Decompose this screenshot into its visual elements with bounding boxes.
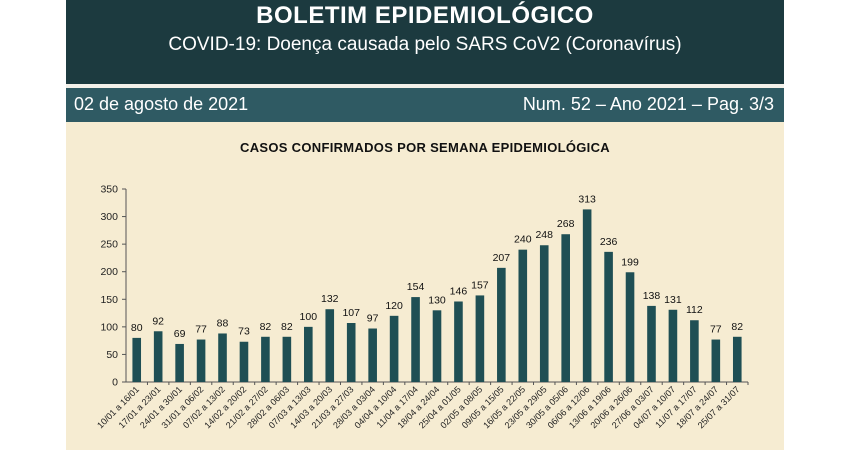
bar (261, 336, 270, 382)
bar (432, 310, 442, 382)
bar (625, 272, 635, 382)
bar (539, 245, 549, 382)
data-label: 82 (281, 321, 293, 333)
data-label: 131 (664, 294, 682, 306)
data-label: 132 (321, 293, 339, 305)
y-tick-label: 300 (100, 211, 118, 223)
data-label: 88 (217, 317, 229, 329)
data-label: 100 (300, 311, 318, 323)
bar (389, 315, 399, 382)
chart-title: CASOS CONFIRMADOS POR SEMANA EPIDEMIOLÓG… (240, 140, 610, 155)
y-tick-label: 250 (100, 239, 118, 251)
bar (668, 309, 678, 382)
data-label: 120 (385, 300, 403, 312)
bar (711, 339, 721, 382)
y-tick-label: 100 (100, 321, 118, 333)
bar (475, 295, 485, 382)
data-label: 82 (260, 321, 272, 333)
header-divider (66, 84, 784, 88)
bar (346, 322, 356, 382)
data-label: 199 (621, 256, 639, 268)
data-label: 92 (152, 315, 164, 327)
info-bar: 02 de agosto de 2021 Num. 52 – Ano 2021 … (66, 88, 784, 122)
y-tick-label: 0 (112, 377, 118, 389)
data-label: 77 (710, 324, 722, 336)
bar (732, 336, 742, 382)
bar (153, 331, 163, 382)
y-tick-label: 350 (100, 184, 118, 196)
bulletin-subtitle: COVID-19: Doença causada pelo SARS CoV2 … (168, 34, 682, 55)
bar (175, 343, 184, 382)
bar (239, 341, 249, 382)
data-label: 77 (195, 324, 207, 336)
data-label: 138 (643, 290, 661, 302)
bar (497, 267, 506, 382)
data-label: 154 (407, 281, 425, 293)
data-label: 207 (493, 252, 511, 264)
bar (218, 333, 227, 382)
data-label: 146 (450, 285, 468, 297)
data-label: 313 (578, 193, 596, 205)
data-label: 248 (535, 229, 553, 241)
data-label: 112 (686, 304, 703, 316)
bar (690, 320, 699, 382)
bar (304, 326, 313, 382)
y-tick-label: 200 (100, 266, 118, 278)
bar (454, 301, 463, 382)
data-label: 82 (731, 321, 743, 333)
data-label: 73 (238, 326, 250, 338)
bar (282, 336, 292, 382)
data-label: 97 (367, 313, 379, 325)
bulletin-title: BOLETIM EPIDEMIOLÓGICO (256, 2, 594, 29)
data-label: 157 (471, 279, 489, 291)
data-label: 236 (600, 236, 618, 248)
bar (582, 209, 592, 382)
bulletin-page: BOLETIM EPIDEMIOLÓGICO COVID-19: Doença … (66, 0, 784, 450)
bar (647, 305, 656, 382)
bulletin-edition: Num. 52 – Ano 2021 – Pag. 3/3 (522, 94, 774, 114)
data-label: 107 (342, 307, 360, 319)
bar (561, 234, 570, 382)
y-tick-label: 50 (106, 349, 118, 361)
data-label: 130 (428, 294, 446, 306)
bar (132, 337, 142, 382)
bar (604, 251, 613, 382)
data-label: 69 (174, 328, 186, 340)
bar (411, 297, 420, 382)
bar (196, 339, 206, 382)
data-label: 80 (131, 322, 143, 334)
data-label: 268 (557, 218, 575, 230)
bar (325, 309, 335, 382)
data-label: 240 (514, 234, 532, 246)
bar (518, 249, 528, 382)
y-tick-label: 150 (100, 294, 118, 306)
bar (368, 328, 377, 382)
bulletin-header: BOLETIM EPIDEMIOLÓGICO COVID-19: Doença … (66, 0, 784, 84)
bulletin-date: 02 de agosto de 2021 (74, 94, 249, 114)
